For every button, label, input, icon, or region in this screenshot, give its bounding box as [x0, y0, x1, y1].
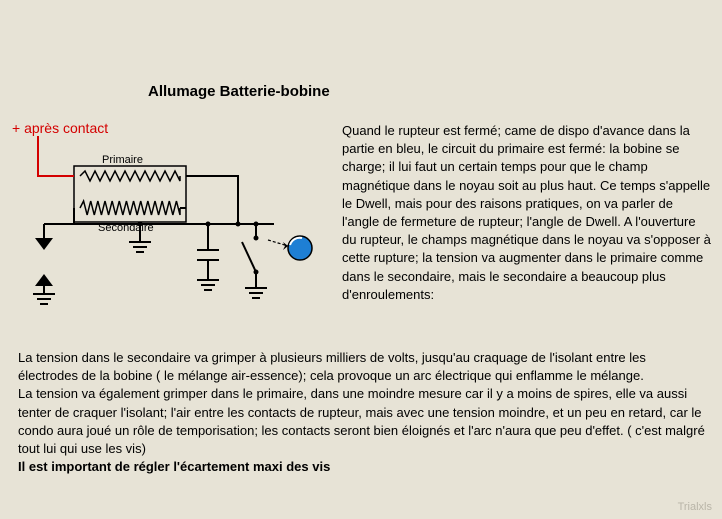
ignition-circuit-diagram — [10, 132, 330, 322]
page-title: Allumage Batterie-bobine — [148, 83, 330, 100]
explanation-bottom: La tension dans le secondaire va grimper… — [18, 349, 708, 476]
bottom-paragraph-2: La tension va également grimper dans le … — [18, 385, 708, 458]
bottom-bold-line: Il est important de régler l'écartement … — [18, 458, 708, 476]
bottom-paragraph-1: La tension dans le secondaire va grimper… — [18, 349, 708, 385]
explanation-right: Quand le rupteur est fermé; came de disp… — [342, 122, 712, 304]
watermark: Trialxls — [678, 501, 712, 513]
